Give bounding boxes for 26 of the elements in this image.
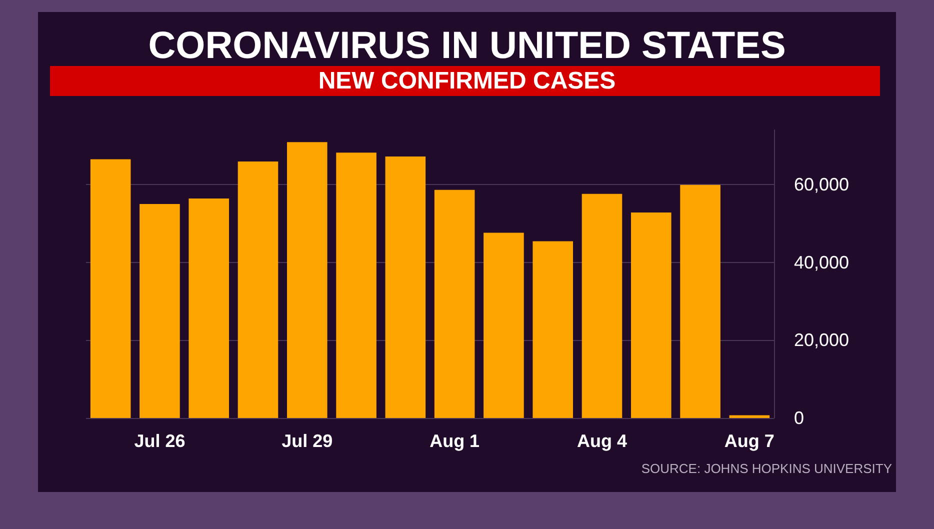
source-note: SOURCE: JOHNS HOPKINS UNIVERSITY <box>641 461 892 476</box>
bar <box>90 159 131 418</box>
bar <box>484 232 524 418</box>
bar <box>385 156 426 418</box>
bar <box>680 184 720 418</box>
x-tick-label: Aug 7 <box>724 431 774 451</box>
bar <box>336 152 376 418</box>
bar <box>532 241 574 418</box>
chart-title: CORONAVIRUS IN UNITED STATES <box>148 25 786 67</box>
bar <box>286 142 328 418</box>
x-tick-label: Aug 4 <box>576 431 628 451</box>
bar <box>238 162 278 418</box>
x-tick-label: Jul 26 <box>134 431 186 451</box>
bar <box>188 198 230 418</box>
bar <box>140 204 180 418</box>
chart-subtitle: NEW CONFIRMED CASES <box>318 68 616 94</box>
x-tick-label: Aug 1 <box>430 431 480 451</box>
bar <box>729 415 770 418</box>
bar <box>582 194 622 418</box>
y-tick-label: 60,000 <box>794 174 850 194</box>
bar <box>434 190 475 418</box>
bar <box>630 212 672 418</box>
y-tick-label: 20,000 <box>794 330 850 350</box>
x-tick-label: Jul 29 <box>282 431 333 451</box>
y-tick-label: 0 <box>794 408 804 428</box>
y-tick-label: 40,000 <box>794 252 850 272</box>
